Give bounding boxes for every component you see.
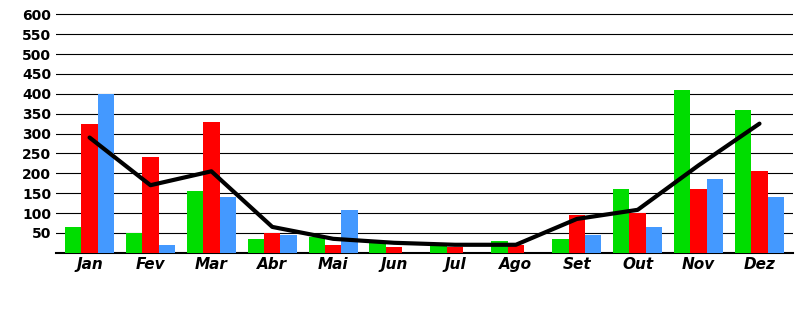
Bar: [735, 110, 751, 253]
Bar: [159, 245, 175, 253]
Bar: [65, 227, 82, 253]
Bar: [264, 233, 280, 253]
Bar: [706, 179, 723, 253]
Bar: [280, 235, 297, 253]
Bar: [674, 90, 690, 253]
Bar: [219, 197, 236, 253]
Bar: [630, 213, 646, 253]
Bar: [341, 210, 358, 253]
Bar: [585, 235, 602, 253]
Bar: [690, 189, 706, 253]
Bar: [82, 124, 98, 253]
Bar: [491, 241, 508, 253]
Bar: [126, 233, 143, 253]
Bar: [143, 157, 159, 253]
Bar: [308, 237, 325, 253]
Bar: [325, 245, 341, 253]
Bar: [751, 171, 767, 253]
Bar: [508, 245, 524, 253]
Bar: [767, 197, 784, 253]
Bar: [430, 245, 447, 253]
Bar: [447, 247, 463, 253]
Bar: [569, 215, 585, 253]
Bar: [248, 239, 264, 253]
Bar: [552, 239, 569, 253]
Bar: [369, 241, 386, 253]
Bar: [613, 189, 630, 253]
Bar: [646, 227, 662, 253]
Bar: [203, 122, 219, 253]
Bar: [386, 247, 402, 253]
Bar: [187, 191, 203, 253]
Bar: [98, 94, 115, 253]
Legend: 2010, 2011, 2012, Média Mensal: 2010, 2011, 2012, Média Mensal: [215, 321, 634, 324]
